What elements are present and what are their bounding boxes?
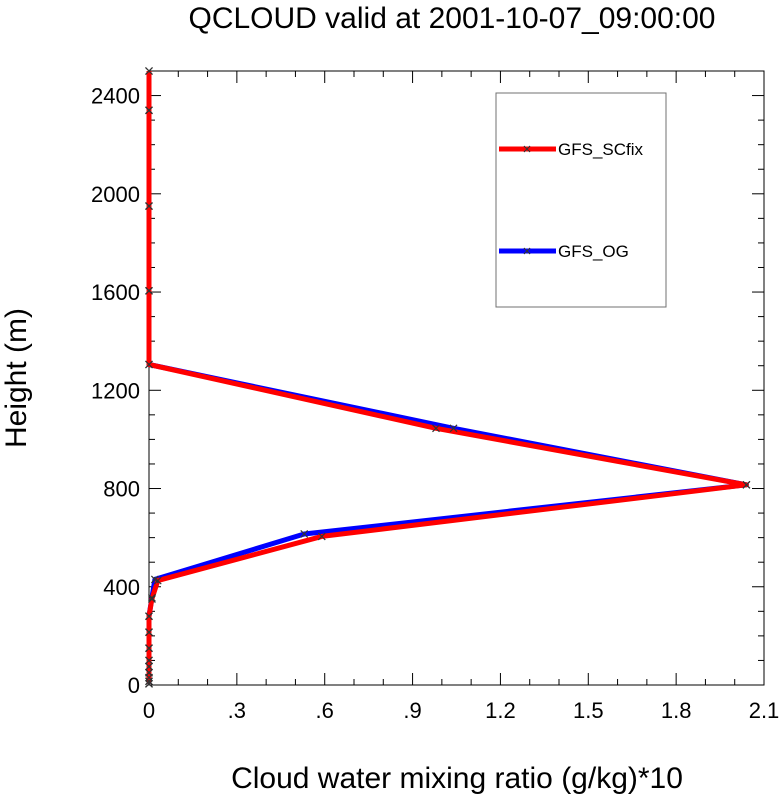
data-point-marker [145,662,153,671]
x-tick-label: .9 [403,698,421,723]
x-tick-label: 1.5 [573,698,604,723]
legend-label: GFS_OG [558,242,629,261]
y-tick-label: 1200 [91,378,140,403]
data-point-marker [153,576,162,585]
data-point-marker [449,424,458,433]
x-tick-label: 0 [143,698,155,723]
data-point-marker [145,656,153,665]
y-tick-labels: 0 400 800 1200 1600 2000 2400 [91,84,140,698]
x-tick-label: 2.1 [749,698,780,723]
x-axis-label: Cloud water mixing ratio (g/kg)*10 [231,762,683,795]
legend-marker [523,247,531,255]
data-point-marker [742,480,751,489]
x-tick-label: 1.8 [661,698,692,723]
data-point-marker [145,612,153,621]
chart-title: QCLOUD valid at 2001-10-07_09:00:00 [189,2,716,35]
x-tick-label: 1.2 [485,698,516,723]
y-tick-label: 1600 [91,280,140,305]
data-point-marker [300,530,309,538]
data-point-marker [432,424,440,433]
data-point-marker [145,202,153,211]
x-tick-label: .6 [316,698,334,723]
y-tick-label: 2400 [91,84,140,109]
y-tick-label: 2000 [91,182,140,207]
y-tick-label: 0 [128,673,140,698]
legend-box [495,92,667,308]
data-point-marker [145,286,153,295]
y-tick-label: 400 [103,575,140,600]
data-point-marker [148,593,156,602]
x-tick-labels: 0 .3 .6 .9 1.2 1.5 1.8 2.1 [143,698,779,723]
data-point-marker [145,677,153,686]
data-point-marker [145,668,153,677]
x-tick-label: .3 [228,698,246,723]
data-point-marker [317,532,326,541]
plot-frame [148,70,765,686]
y-tick-label: 800 [103,477,140,502]
data-point-marker [145,679,153,688]
series-markers [145,67,751,688]
y-axis-label: Height (m) [0,308,33,448]
data-point-marker [145,360,153,369]
legend: GFS_SCfix GFS_OG [495,92,667,308]
data-point-marker [145,628,153,637]
data-point-marker [145,106,153,115]
legend-items: GFS_SCfix GFS_OG [499,140,644,261]
data-point-marker [145,67,153,75]
data-point-marker [145,644,153,653]
axis-ticks [148,70,765,686]
data-point-marker [148,595,156,603]
legend-label: GFS_SCfix [558,140,644,159]
legend-marker [523,145,531,153]
